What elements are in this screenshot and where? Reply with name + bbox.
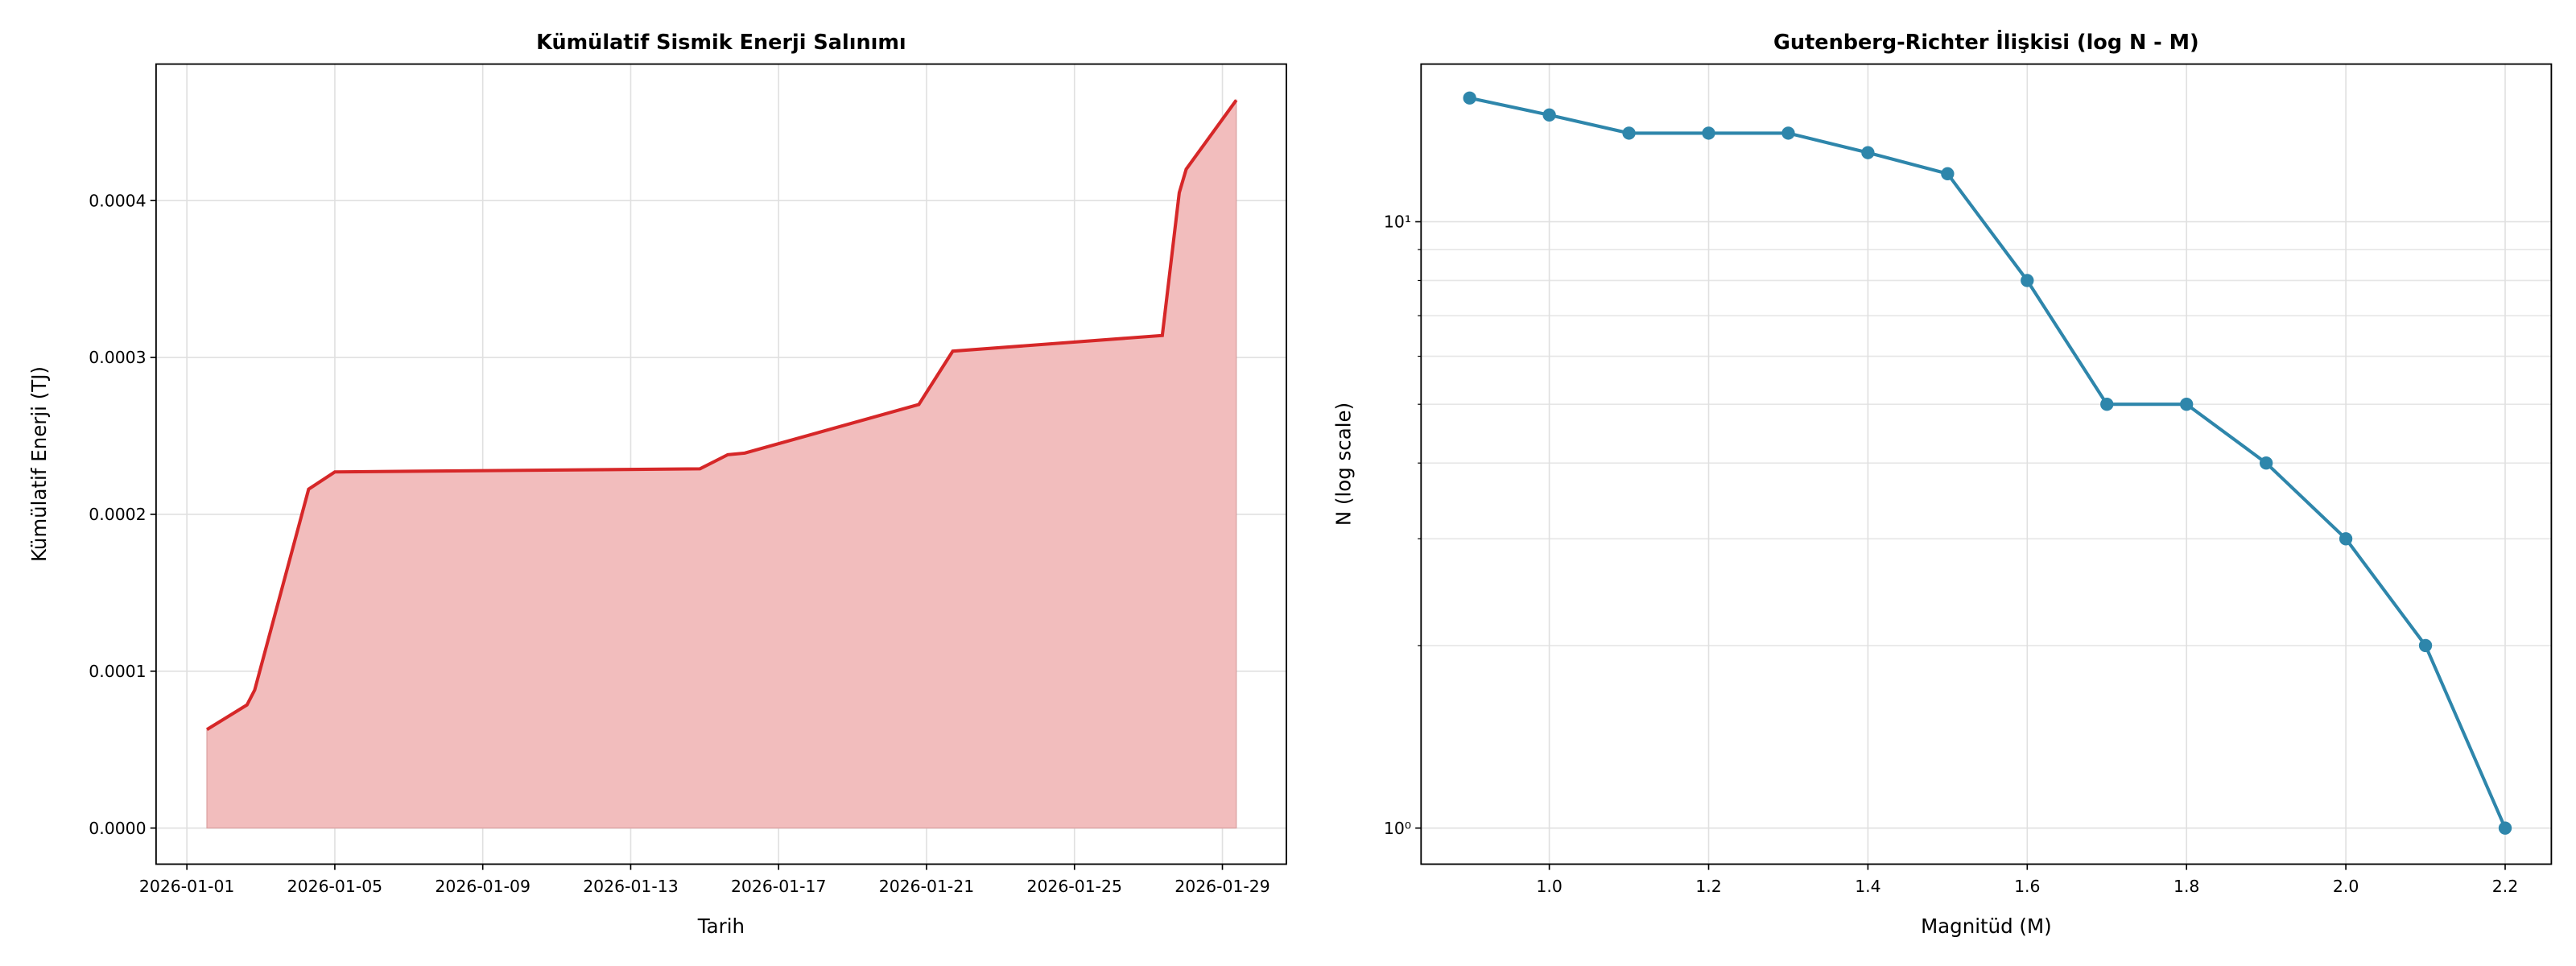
x-tick-label: 2026-01-17 bbox=[731, 877, 827, 896]
plot-frame bbox=[155, 63, 1287, 865]
y-tick-label: 0.0004 bbox=[89, 191, 146, 210]
area bbox=[206, 98, 1237, 829]
x-axis-label: Tarih bbox=[697, 914, 745, 938]
point bbox=[2021, 274, 2034, 287]
y-tick-label: 0.0002 bbox=[89, 505, 146, 524]
point bbox=[1781, 126, 1795, 140]
point bbox=[1941, 167, 1955, 181]
point bbox=[1702, 126, 1715, 140]
point bbox=[2339, 532, 2353, 546]
x-tick-label: 2026-01-13 bbox=[583, 877, 679, 896]
y-tick-label: 10¹ bbox=[1384, 213, 1411, 232]
x-tick-label: 2026-01-21 bbox=[879, 877, 975, 896]
point bbox=[1463, 91, 1476, 105]
x-tick-label: 1.0 bbox=[1536, 877, 1562, 896]
x-tick-label: 1.6 bbox=[2014, 877, 2040, 896]
y-axis-label: N (log scale) bbox=[1332, 402, 1356, 526]
y-axis-label: Kümülatif Enerji (TJ) bbox=[27, 366, 51, 562]
x-tick-label: 1.8 bbox=[2174, 877, 2199, 896]
y-tick-label: 0.0003 bbox=[89, 348, 146, 367]
point bbox=[1622, 126, 1636, 140]
y-tick-label: 0.0000 bbox=[89, 819, 146, 838]
x-tick-label: 2.0 bbox=[2333, 877, 2359, 896]
x-tick-label: 2026-01-05 bbox=[287, 877, 383, 896]
point bbox=[2180, 398, 2194, 411]
x-axis-label: Magnitüd (M) bbox=[1921, 914, 2052, 938]
chart-title: Kümülatif Sismik Enerji Salınımı bbox=[536, 31, 906, 55]
point bbox=[2259, 456, 2273, 470]
x-tick-label: 1.4 bbox=[1855, 877, 1880, 896]
plot-frame bbox=[1420, 63, 2553, 865]
x-tick-label: 2026-01-25 bbox=[1026, 877, 1122, 896]
y-tick-label: 10⁰ bbox=[1384, 819, 1411, 838]
point bbox=[1861, 146, 1875, 159]
point bbox=[2100, 398, 2114, 411]
point bbox=[2498, 821, 2512, 835]
x-tick-label: 2026-01-29 bbox=[1174, 877, 1270, 896]
line bbox=[1469, 96, 2507, 829]
x-tick-label: 2026-01-09 bbox=[435, 877, 530, 896]
x-tick-label: 2.2 bbox=[2492, 877, 2518, 896]
y-tick-label: 0.0001 bbox=[89, 662, 146, 681]
point bbox=[2418, 638, 2433, 653]
x-tick-label: 1.2 bbox=[1695, 877, 1721, 896]
x-tick-label: 2026-01-01 bbox=[139, 877, 235, 896]
point bbox=[1542, 108, 1556, 122]
chart-title: Gutenberg-Richter İlişkisi (log N - M) bbox=[1773, 31, 2199, 55]
line bbox=[205, 99, 1238, 732]
